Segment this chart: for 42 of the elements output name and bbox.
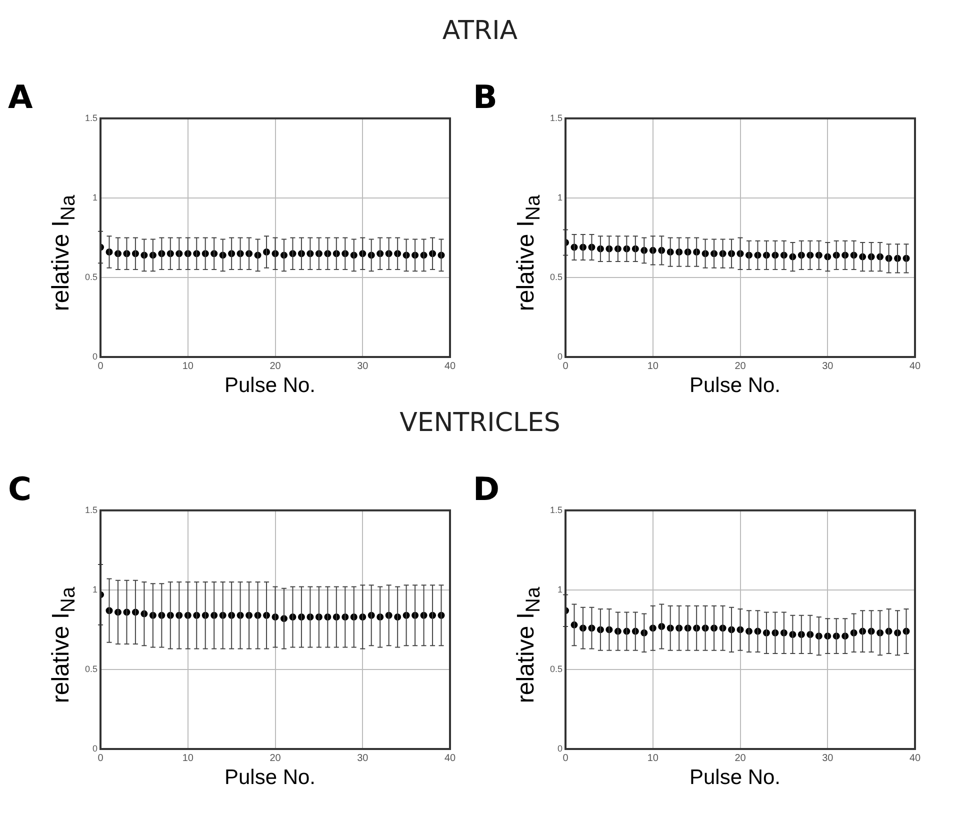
x-tick-label: 20 — [734, 360, 746, 372]
y-tick-label: 1.5 — [84, 112, 98, 123]
x-axis-title: Pulse No. — [688, 766, 782, 790]
x-tick-label: 30 — [822, 360, 834, 372]
y-tick-label: 1 — [557, 584, 563, 594]
y-tick-label: 1 — [557, 192, 563, 202]
y-tick-label: 0 — [557, 351, 563, 362]
x-tick-label: 40 — [909, 752, 921, 764]
x-tick-label: 20 — [734, 752, 746, 764]
x-tick-label: 20 — [270, 360, 282, 372]
y-tick-label: 1.5 — [550, 504, 563, 515]
y-tick-label: 0.5 — [84, 664, 98, 674]
x-tick-label: 10 — [647, 752, 659, 764]
y-tick-label: 0 — [557, 743, 563, 754]
y-tick-label: 0.5 — [84, 272, 98, 282]
x-tick-label: 10 — [182, 360, 194, 372]
x-axis-title: Pulse No. — [223, 374, 317, 398]
x-tick-label: 10 — [182, 752, 194, 764]
y-tick-label: 0.5 — [550, 664, 563, 674]
y-tick-label: 0 — [92, 743, 98, 754]
y-tick-label: 0 — [92, 351, 98, 362]
x-axis-title: Pulse No. — [688, 374, 782, 398]
x-tick-label: 20 — [270, 752, 282, 764]
y-tick-label: 0.5 — [550, 272, 563, 282]
y-tick-label: 1.5 — [84, 504, 98, 515]
x-tick-label: 10 — [647, 360, 659, 372]
x-tick-label: 40 — [444, 752, 456, 764]
x-tick-label: 30 — [822, 752, 834, 764]
x-tick-label: 30 — [357, 752, 369, 764]
y-tick-label: 1 — [92, 584, 98, 594]
x-tick-label: 30 — [357, 360, 369, 372]
x-axis-title: Pulse No. — [223, 766, 317, 790]
text: ATRIA — [441, 16, 519, 46]
chart-title: C — [8, 470, 32, 508]
x-tick-label: 40 — [444, 360, 456, 372]
chart-title: A — [8, 78, 33, 116]
chart-title: D — [473, 470, 500, 508]
x-tick-label: 40 — [909, 360, 921, 372]
chart-title: B — [473, 78, 498, 116]
y-tick-label: 1 — [92, 192, 98, 202]
y-tick-label: 1.5 — [550, 112, 563, 123]
text: VENTRICLES — [398, 408, 562, 438]
